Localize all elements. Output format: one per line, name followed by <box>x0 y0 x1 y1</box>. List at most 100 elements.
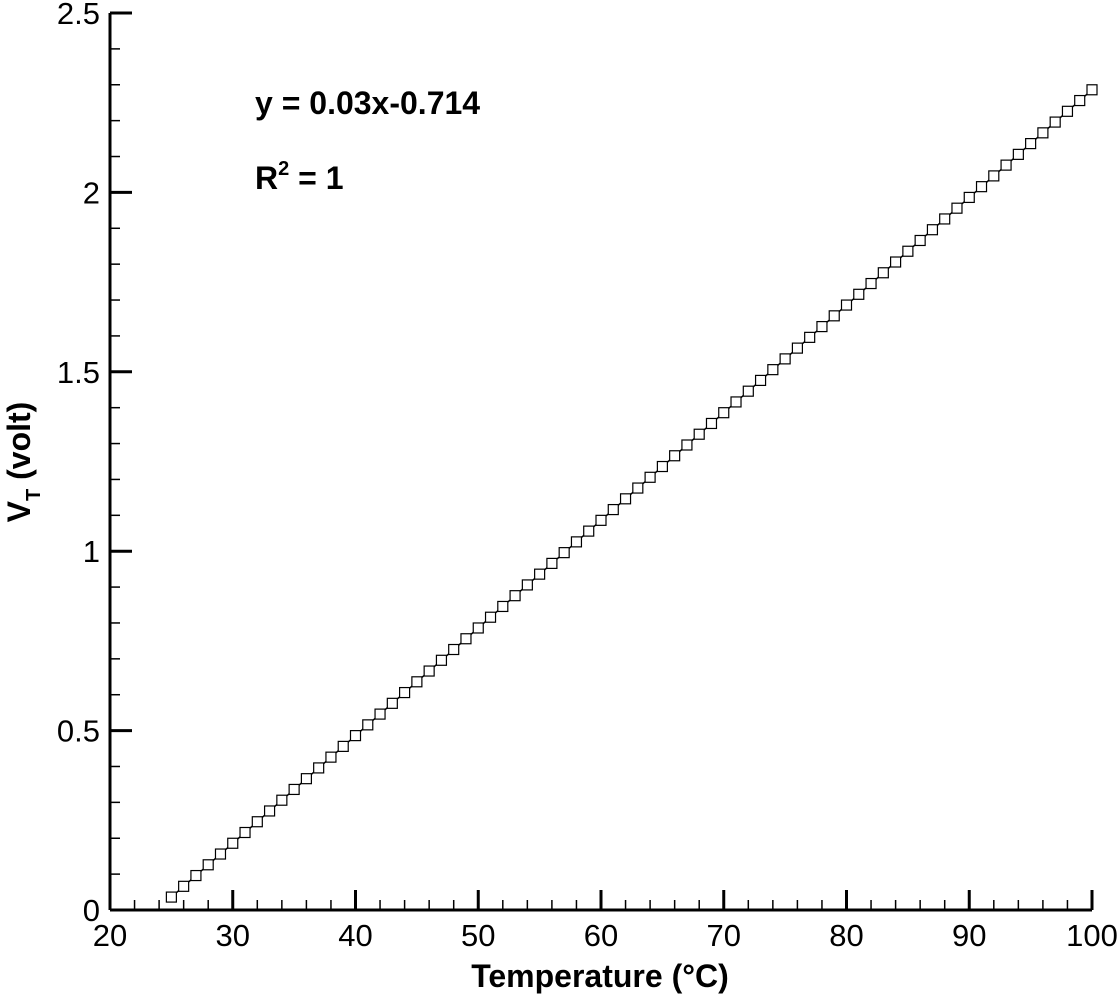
y-tick-label: 1.5 <box>57 355 100 390</box>
data-point <box>178 880 190 892</box>
x-tick-label: 40 <box>338 918 372 953</box>
data-point <box>362 719 374 731</box>
data-point <box>951 202 963 214</box>
series-line <box>170 89 1093 898</box>
data-point <box>963 191 975 204</box>
data-point <box>349 730 362 742</box>
data-point <box>165 891 177 903</box>
data-markers <box>165 84 1098 903</box>
data-point <box>435 654 448 666</box>
x-tick-label: 60 <box>584 918 618 953</box>
data-point <box>558 547 570 559</box>
data-point <box>1049 116 1061 128</box>
data-point <box>214 848 227 860</box>
x-tick-label: 90 <box>952 918 986 953</box>
data-point <box>1061 105 1074 117</box>
data-point <box>1086 84 1098 96</box>
data-point <box>816 320 828 333</box>
y-axis-title-suffix: (volt) <box>1 402 37 489</box>
data-point <box>227 837 239 849</box>
data-point <box>1025 138 1037 150</box>
data-point <box>534 568 546 580</box>
y-tick-label: 1 <box>83 534 100 569</box>
x-tick-label: 100 <box>1066 918 1118 953</box>
data-point <box>619 493 632 505</box>
data-point <box>742 385 754 397</box>
data-point <box>828 310 840 322</box>
data-point <box>853 288 865 300</box>
data-point <box>975 181 988 193</box>
data-point <box>423 665 435 677</box>
data-point <box>472 622 484 634</box>
data-point <box>840 299 853 311</box>
y-axis-title-subscript: T <box>23 489 45 501</box>
ticks <box>108 11 1094 912</box>
y-tick-label: 0 <box>83 893 100 928</box>
data-point <box>607 503 619 516</box>
data-point <box>484 611 497 623</box>
axes <box>108 13 1092 912</box>
data-point <box>669 450 681 462</box>
data-point <box>276 794 288 806</box>
fit-equation: y = 0.03x-0.714 <box>255 85 480 121</box>
x-tick-label: 70 <box>707 918 741 953</box>
data-point <box>239 826 251 839</box>
data-point <box>705 417 718 430</box>
data-point <box>656 460 668 473</box>
data-point <box>791 342 804 354</box>
r-squared-suffix: = 1 <box>289 160 343 196</box>
y-tick-label: 2.5 <box>57 0 100 31</box>
y-tick-label: 0.5 <box>57 714 100 749</box>
data-point <box>939 213 951 225</box>
data-point <box>374 708 386 720</box>
x-tick-label: 30 <box>216 918 250 953</box>
data-point <box>570 536 583 548</box>
r-squared-label: R2 = 1 <box>255 158 344 196</box>
data-point <box>926 224 939 236</box>
data-point <box>509 590 521 602</box>
y-tick-label: 2 <box>83 175 100 210</box>
x-tick-label: 50 <box>461 918 495 953</box>
data-point <box>779 353 791 365</box>
data-point <box>448 643 460 656</box>
series-line-group <box>170 89 1093 898</box>
data-point <box>595 514 607 526</box>
data-point <box>718 407 730 419</box>
data-point <box>546 557 558 570</box>
data-point <box>988 170 1000 182</box>
y-axis-title: VT (volt) <box>1 402 45 523</box>
tick-labels: 20 30 40 50 60 70 80 90 100 0 0.5 1 1.5 2 2.5 <box>57 0 1118 953</box>
data-point <box>190 869 202 882</box>
x-tick-label: 80 <box>829 918 863 953</box>
data-point <box>1012 148 1024 160</box>
data-point <box>804 331 816 343</box>
x-tick-label: 20 <box>93 918 127 953</box>
data-point <box>251 816 263 828</box>
data-point <box>411 676 423 688</box>
data-point <box>1074 94 1086 107</box>
x-axis-title: Temperature (°C) <box>471 958 729 994</box>
data-point <box>889 256 902 268</box>
data-point <box>325 751 337 763</box>
data-point <box>337 740 349 752</box>
r-squared-prefix: R <box>255 160 278 196</box>
data-point <box>313 762 325 774</box>
data-point <box>386 697 398 709</box>
data-point <box>693 428 705 440</box>
data-point <box>300 773 312 785</box>
y-axis-title-main: V <box>1 500 37 522</box>
data-point <box>1037 127 1049 139</box>
data-point <box>399 686 411 699</box>
data-point <box>288 783 300 796</box>
data-point <box>914 234 926 247</box>
data-point <box>644 471 656 483</box>
data-point <box>632 482 644 494</box>
data-point <box>202 859 214 871</box>
data-point <box>583 525 595 537</box>
data-point <box>877 267 889 279</box>
data-point <box>681 439 693 451</box>
r-squared-superscript: 2 <box>278 158 289 180</box>
data-point <box>730 396 742 408</box>
data-point <box>1000 159 1012 171</box>
